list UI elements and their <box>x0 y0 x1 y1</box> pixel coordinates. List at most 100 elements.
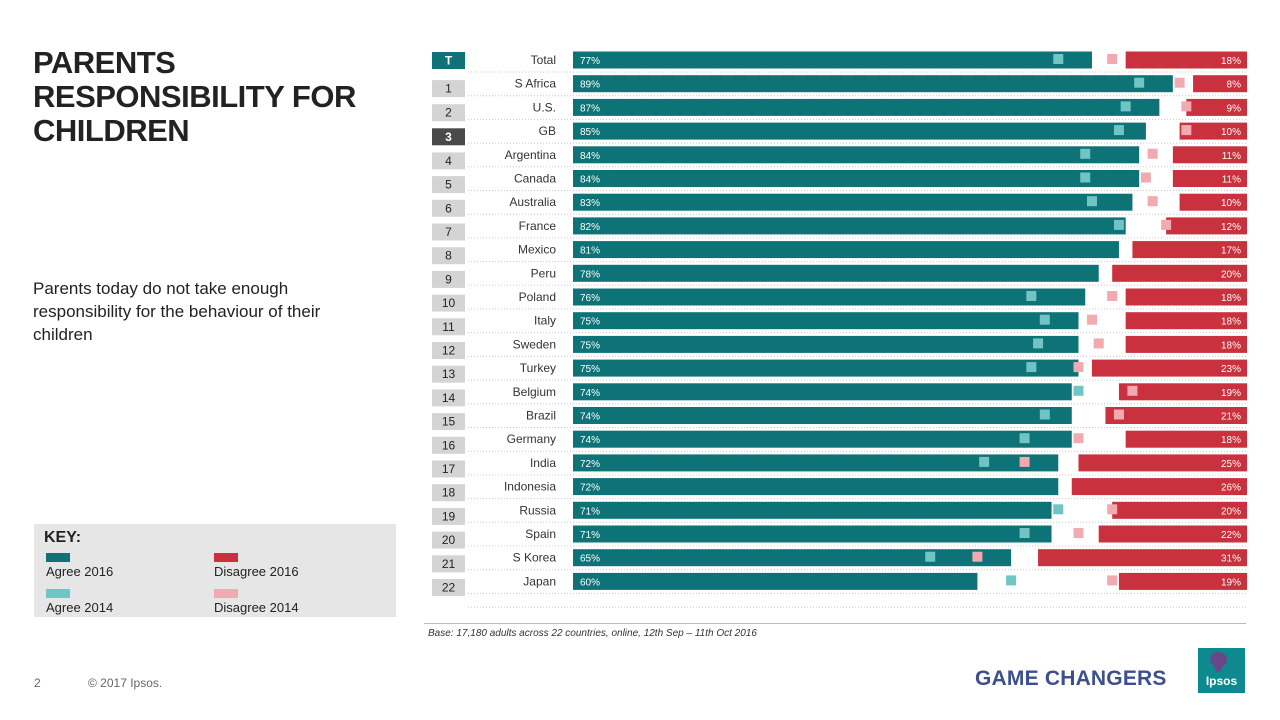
rank-box-germany <box>432 436 465 454</box>
legend-label-disagree-2016: Disagree 2016 <box>214 564 299 579</box>
disagree-2016-value-italy: 18% <box>1221 317 1241 328</box>
agree-2016-value-s-africa: 89% <box>580 80 600 91</box>
category-label-sweden: Sweden <box>513 337 556 351</box>
legend-swatch-disagree-2014 <box>214 589 238 598</box>
agree-2016-value-argentina: 84% <box>580 151 600 162</box>
disagree-2014-marker-india <box>1019 456 1030 467</box>
agree-2014-marker-u-s- <box>1120 101 1131 112</box>
disagree-2014-marker-s-africa <box>1174 77 1185 88</box>
agree-2016-value-germany: 74% <box>580 435 600 446</box>
logo-mark-icon <box>1210 652 1228 672</box>
rank-label-france: 7 <box>445 225 452 239</box>
chart-legend: KEY: Agree 2016 Disagree 2016 Agree 2014… <box>34 524 396 617</box>
agree-2016-bar-australia <box>573 193 1133 211</box>
agree-2014-marker-s-korea <box>925 551 936 562</box>
agree-2016-bar-india <box>573 454 1059 472</box>
agree-2016-bar-s-africa <box>573 75 1173 93</box>
rank-label-spain: 20 <box>442 533 456 547</box>
rank-label-poland: 10 <box>442 296 456 310</box>
disagree-2016-value-total: 18% <box>1221 56 1241 67</box>
agree-2016-value-gb: 85% <box>580 127 600 138</box>
category-label-turkey: Turkey <box>520 361 556 375</box>
rank-box-france <box>432 223 465 241</box>
rank-box-poland <box>432 294 465 312</box>
agree-2016-bar-argentina <box>573 146 1140 164</box>
agree-2016-bar-u-s- <box>573 98 1160 116</box>
legend-title: KEY: <box>44 529 82 546</box>
category-label-belgium: Belgium <box>513 385 556 399</box>
agree-2016-value-france: 82% <box>580 222 600 233</box>
category-label-japan: Japan <box>523 574 556 588</box>
agree-2016-value-total: 77% <box>580 56 600 67</box>
rank-label-italy: 11 <box>442 320 455 334</box>
disagree-2016-bar-indonesia <box>1071 478 1247 496</box>
agree-2016-bar-indonesia <box>573 478 1059 496</box>
agree-2016-bar-turkey <box>573 359 1079 377</box>
disagree-2016-value-brazil: 21% <box>1221 412 1241 423</box>
rank-box-brazil <box>432 413 465 431</box>
disagree-2016-value-turkey: 23% <box>1221 364 1241 375</box>
agree-2014-marker-spain <box>1019 528 1030 538</box>
disagree-2014-marker-u-s- <box>1181 101 1192 112</box>
category-label-argentina: Argentina <box>505 148 557 162</box>
disagree-2014-marker-france <box>1161 219 1172 230</box>
agree-2016-bar-japan <box>573 572 978 590</box>
agree-2016-bar-gb <box>573 122 1146 140</box>
legend-label-agree-2016: Agree 2016 <box>46 564 114 579</box>
agree-2016-value-russia: 71% <box>580 506 600 517</box>
category-label-spain: Spain <box>525 527 556 541</box>
agree-2016-bar-total <box>573 51 1092 69</box>
disagree-2014-marker-sweden <box>1093 338 1104 349</box>
category-label-peru: Peru <box>531 266 556 280</box>
disagree-2014-marker-germany <box>1073 433 1084 444</box>
disagree-2014-marker-canada <box>1140 172 1151 183</box>
category-label-mexico: Mexico <box>518 243 556 257</box>
agree-2016-value-mexico: 81% <box>580 246 600 257</box>
agree-2014-marker-india <box>979 456 990 467</box>
agree-2014-marker-belgium <box>1073 385 1084 396</box>
game-changers-tagline: GAME CHANGERS <box>975 667 1167 690</box>
rank-box-total <box>432 52 465 69</box>
disagree-2016-value-s-korea: 31% <box>1221 554 1241 565</box>
ipsos-logo: Ipsos <box>1198 648 1245 693</box>
rank-label-u-s-: 2 <box>445 106 452 120</box>
rank-label-s-korea: 21 <box>442 557 456 571</box>
category-label-australia: Australia <box>509 195 556 209</box>
agree-2016-value-australia: 83% <box>580 198 600 209</box>
rank-box-japan <box>432 579 465 596</box>
rank-label-gb: 3 <box>445 130 452 144</box>
bar-chart: T Total 77% 18% 1 S Africa 89% 8% 2 U.S. 87% 9% 3 GB 8… <box>432 51 1247 608</box>
disagree-2016-value-mexico: 17% <box>1221 246 1241 257</box>
rank-box-canada <box>432 176 465 194</box>
rank-label-brazil: 15 <box>442 415 456 429</box>
rank-label-total: T <box>445 54 453 68</box>
legend-swatch-disagree-2016 <box>214 553 238 562</box>
rank-box-russia <box>432 507 465 525</box>
disagree-2014-marker-italy <box>1086 314 1097 325</box>
agree-2014-marker-brazil <box>1039 409 1050 420</box>
agree-2016-bar-germany <box>573 430 1072 448</box>
agree-2016-bar-s-korea <box>573 549 1012 567</box>
agree-2014-marker-s-africa <box>1134 77 1145 88</box>
agree-2016-bar-france <box>573 217 1126 235</box>
rank-box-peru <box>432 270 465 288</box>
disagree-2014-marker-japan <box>1107 575 1118 586</box>
rank-box-spain <box>432 531 465 549</box>
agree-2016-value-spain: 71% <box>580 530 600 541</box>
agree-2014-marker-australia <box>1086 196 1097 207</box>
disagree-2014-marker-russia <box>1107 504 1118 515</box>
rank-box-indonesia <box>432 484 465 502</box>
rank-box-italy <box>432 318 465 336</box>
agree-2016-bar-peru <box>573 264 1099 282</box>
rank-label-peru: 9 <box>445 272 452 286</box>
category-label-poland: Poland <box>519 290 556 304</box>
legend-label-agree-2014: Agree 2014 <box>46 600 114 615</box>
disagree-2016-value-spain: 22% <box>1221 530 1241 541</box>
agree-2014-marker-italy <box>1039 314 1050 325</box>
disagree-2016-value-peru: 20% <box>1221 269 1241 280</box>
agree-2016-value-sweden: 75% <box>580 340 600 351</box>
chart-question: Parents today do not take enough respons… <box>33 279 321 344</box>
agree-2014-marker-france <box>1113 219 1124 230</box>
disagree-2016-bar-mexico <box>1132 241 1247 259</box>
legend-swatch-agree-2016 <box>46 553 70 562</box>
